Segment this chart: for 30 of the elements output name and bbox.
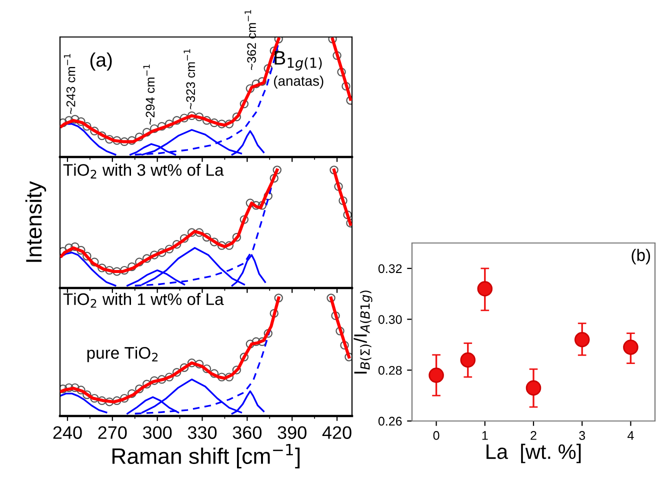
annotation: TiO$_{2}$ with 1 wt% of La — [63, 292, 224, 308]
y-tick-label: 0.32 — [378, 264, 402, 274]
annotation: ~323 cm$^{−1}$ — [184, 49, 196, 110]
annotation: (b) — [632, 248, 650, 264]
x-tick-label: 360 — [232, 426, 262, 439]
x-tick-label: 420 — [322, 426, 352, 439]
x-tick-label: 0 — [433, 431, 440, 440]
annotation: B$_{1g(1)}$ — [274, 51, 322, 71]
x-axis-title: La [wt. %] — [486, 444, 581, 464]
annotation: ~294 cm$^{−1}$ — [143, 64, 155, 125]
x-tick-label: 300 — [142, 426, 172, 439]
annotation: TiO$_{2}$ with 3 wt% of La — [63, 164, 224, 178]
x-tick-label: 270 — [98, 426, 127, 439]
annotation: (a) — [90, 52, 112, 71]
y-tick-label: 0.26 — [378, 416, 402, 426]
x-tick-label: 4 — [628, 431, 634, 440]
x-tick-label: 3 — [579, 431, 586, 440]
x-tick-label: 1 — [482, 431, 488, 440]
x-tick-label: 390 — [278, 426, 306, 439]
y-tick-label: 0.28 — [378, 366, 402, 375]
annotation: pure TiO$_{2}$ — [87, 346, 158, 362]
y-axis-title: Intensity — [25, 181, 46, 262]
annotation: ~243 cm$^{−1}$ — [64, 54, 76, 114]
x-tick-label: 2 — [530, 431, 536, 440]
x-axis-title: Raman shift [cm$^{−1}$] — [112, 444, 300, 468]
x-tick-label: 240 — [53, 426, 82, 439]
y-axis-title: I$_{B(Σ)}$/I$_{A(B1g)}$ — [354, 290, 372, 374]
annotation: (anatas) — [274, 76, 324, 89]
y-tick-label: 0.30 — [378, 315, 402, 324]
x-tick-label: 330 — [188, 426, 217, 439]
